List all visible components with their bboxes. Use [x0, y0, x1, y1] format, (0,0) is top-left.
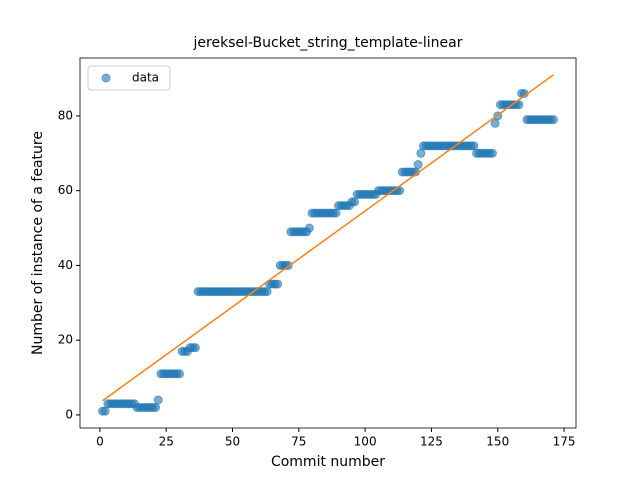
data-point: [413, 160, 423, 170]
x-tick-label: 50: [225, 435, 240, 449]
x-tick-label: 150: [486, 435, 509, 449]
data-point: [416, 148, 426, 158]
y-tick-label: 80: [58, 108, 73, 122]
axes-frame: [79, 57, 577, 429]
x-tick-label: 100: [354, 435, 377, 449]
y-tick-label: 0: [65, 407, 73, 421]
x-tick-label: 175: [553, 435, 576, 449]
data-point: [548, 115, 558, 125]
data-point: [331, 208, 341, 218]
data-point: [490, 118, 500, 128]
y-tick-label: 60: [58, 183, 73, 197]
x-tick-label: 25: [159, 435, 174, 449]
x-tick-label: 125: [420, 435, 443, 449]
data-point: [174, 369, 184, 379]
chart-title: jereksel-Bucket_string_template-linear: [193, 35, 463, 51]
data-point: [100, 406, 110, 416]
data-point: [304, 223, 314, 233]
data-point: [190, 343, 200, 353]
data-point: [350, 197, 360, 207]
legend-box: [87, 65, 171, 91]
x-axis-label: Commit number: [271, 454, 385, 470]
data-point: [469, 141, 479, 151]
data-point: [151, 402, 161, 412]
fit-line: [102, 74, 554, 402]
data-point: [487, 148, 497, 158]
y-axis-label: Number of instance of a feature: [30, 131, 46, 355]
data-point: [273, 279, 283, 289]
legend-marker: [101, 73, 111, 83]
y-tick-label: 20: [58, 333, 73, 347]
data-point: [153, 395, 163, 405]
x-tick-label: 0: [96, 435, 104, 449]
x-tick-label: 75: [291, 435, 306, 449]
data-point: [262, 287, 272, 297]
y-tick-label: 40: [58, 258, 73, 272]
legend-label: data: [132, 71, 159, 85]
data-point: [514, 100, 524, 110]
